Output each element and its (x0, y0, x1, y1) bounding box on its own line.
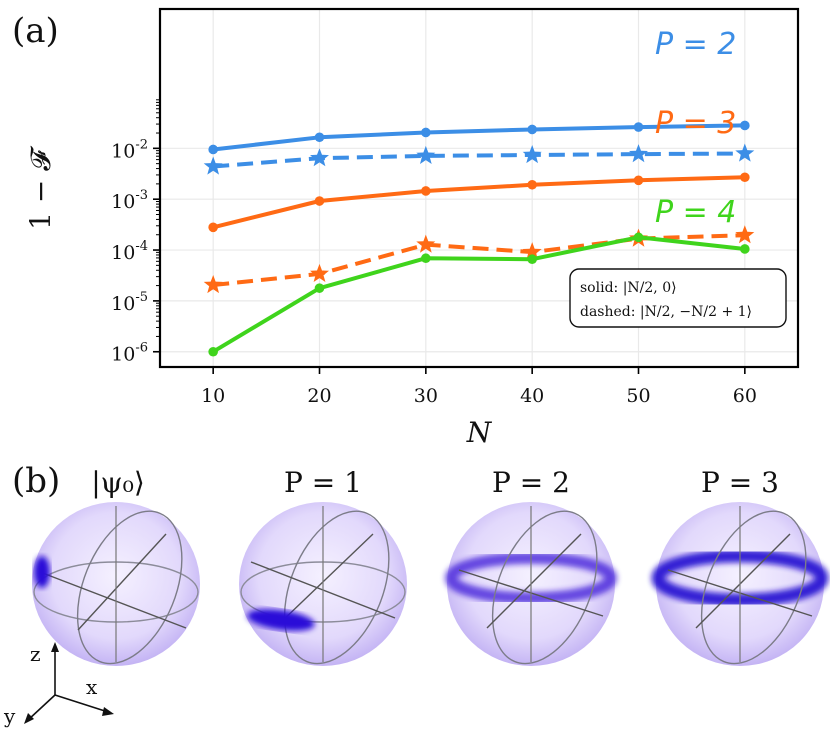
data-point-star (522, 242, 542, 261)
ticks: 10 20 30 40 50 60 10-6 10-5 10-4 10-3 10-2 (111, 99, 757, 407)
data-point (421, 253, 431, 264)
plot-frame (158, 7, 800, 369)
x-tick-label: 20 (307, 385, 331, 407)
series-line (212, 123, 745, 152)
bloch-sphere-p1 (239, 502, 407, 666)
series-0 (208, 120, 750, 155)
data-point (740, 120, 750, 131)
data-point (208, 222, 218, 233)
sphere-title-p2: P = 2 (492, 466, 570, 499)
sphere-title-p1: P = 1 (284, 466, 362, 499)
legend: solid: |N/2, 0⟩ dashed: |N/2, −N/2 + 1⟩ (569, 268, 787, 328)
bloch-sphere-p2 (445, 502, 617, 666)
x-tick-label: 60 (733, 385, 757, 407)
data-point-star (203, 156, 223, 175)
sphere-title-p3: P = 3 (701, 466, 779, 499)
data-point-star (416, 145, 436, 164)
data-point (527, 254, 537, 265)
annotation-p4: P = 4 (655, 195, 736, 230)
data-point (314, 283, 325, 293)
line-chart: 10 20 30 40 50 60 10-6 10-5 10-4 10-3 10-2 P = 2 P… (24, 7, 800, 449)
y-tick-label: 10-4 (111, 239, 148, 264)
data-point-star (310, 148, 329, 167)
data-point-star (735, 225, 755, 244)
data-point (208, 144, 218, 155)
x-tick-label: 50 (626, 385, 650, 407)
annotation-p3: P = 3 (655, 106, 736, 141)
bloch-sphere-p3 (651, 502, 829, 666)
axes-indicator: z x y (3, 642, 114, 728)
panel-a-label: (a) (12, 11, 59, 51)
data-point (314, 132, 325, 143)
data-point-star (522, 145, 542, 164)
data-point-star (629, 144, 648, 163)
x-tick-label: 30 (414, 385, 438, 407)
panel-b-label: (b) (12, 461, 60, 501)
axis-z-label: z (30, 642, 41, 666)
y-axis-label: 1 − 𝓕 (24, 145, 57, 230)
data-point (314, 196, 325, 206)
data-point (421, 127, 431, 138)
legend-box (569, 268, 787, 328)
series-line (213, 151, 745, 169)
series-2 (208, 172, 750, 233)
y-tick-label: 10-5 (111, 290, 148, 315)
bloch-sphere-psi0 (32, 502, 200, 666)
series-group (203, 120, 755, 357)
x-tick-label: 10 (201, 385, 225, 407)
axis-y-label: y (3, 704, 16, 728)
data-point (421, 186, 431, 196)
y-tick-label: 10-6 (111, 341, 148, 366)
data-point-star (203, 275, 223, 294)
series-line (212, 233, 745, 287)
series-4 (208, 232, 750, 357)
y-tick-label: 10-3 (111, 188, 148, 213)
data-point (740, 244, 750, 254)
series-line (212, 175, 745, 230)
data-point (527, 179, 537, 190)
data-point-star (310, 263, 329, 282)
data-point (633, 232, 644, 243)
state-blob (247, 609, 315, 631)
y-tick-label: 10-2 (111, 137, 148, 162)
data-point (740, 172, 750, 183)
data-point-star (735, 143, 755, 162)
data-point-star (416, 234, 436, 253)
legend-entry-dashed: dashed: |N/2, −N/2 + 1⟩ (580, 304, 752, 320)
series-1 (203, 143, 755, 175)
sphere-title-psi0: |ψ₀⟩ (91, 466, 145, 499)
series-line (212, 235, 746, 354)
data-point (527, 124, 537, 135)
legend-entry-solid: solid: |N/2, 0⟩ (580, 280, 677, 296)
data-point (633, 175, 644, 186)
data-point (208, 346, 218, 357)
axis-x-label: x (86, 675, 98, 699)
state-blob (34, 556, 50, 588)
data-point (633, 122, 644, 132)
x-axis-label: N (466, 416, 493, 449)
annotation-p2: P = 2 (655, 27, 736, 62)
x-tick-label: 40 (520, 385, 544, 407)
